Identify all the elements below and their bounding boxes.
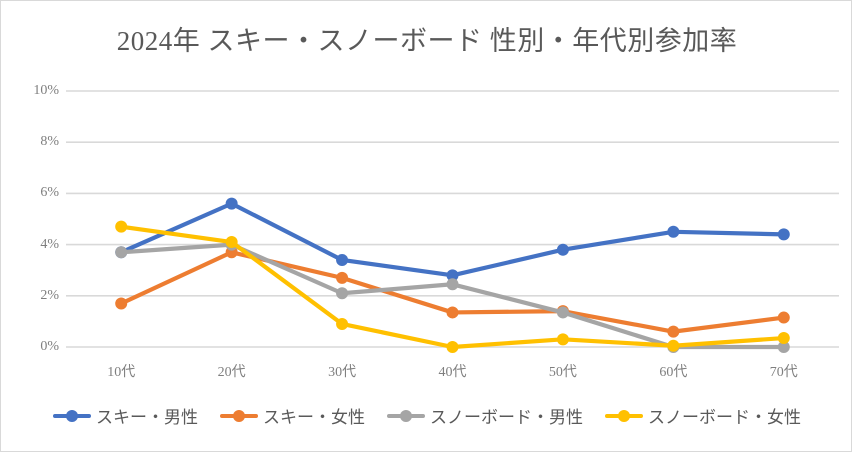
y-tick-label: 4% bbox=[40, 236, 59, 252]
y-tick-label: 2% bbox=[40, 287, 59, 303]
series-1 bbox=[115, 246, 790, 338]
data-point bbox=[446, 278, 459, 291]
legend-label: スキー・男性 bbox=[96, 408, 198, 427]
data-point bbox=[115, 297, 128, 310]
data-point bbox=[777, 228, 790, 241]
data-point bbox=[667, 325, 680, 338]
data-point bbox=[336, 253, 349, 266]
legend-item[interactable]: スキー・女性 bbox=[220, 403, 365, 428]
data-point bbox=[777, 332, 790, 345]
y-tick-label: 10% bbox=[33, 83, 59, 98]
data-point bbox=[667, 339, 680, 352]
legend-marker-icon bbox=[605, 409, 643, 423]
legend-label: スキー・女性 bbox=[263, 408, 365, 427]
data-point bbox=[446, 341, 459, 353]
legend-item[interactable]: スキー・男性 bbox=[53, 403, 198, 428]
legend-marker-icon bbox=[220, 409, 258, 423]
data-point bbox=[225, 236, 238, 249]
legend-dot bbox=[66, 409, 78, 422]
x-tick-label: 70代 bbox=[769, 365, 798, 380]
data-point bbox=[115, 220, 128, 233]
y-tick-label: 8% bbox=[40, 134, 59, 150]
x-tick-label: 30代 bbox=[328, 365, 357, 380]
chart-legend: スキー・男性 スキー・女性 スノーボード・男性 スノーボード・女性 bbox=[1, 403, 851, 428]
x-tick-label: 40代 bbox=[438, 365, 467, 380]
series-3 bbox=[115, 220, 790, 353]
data-point bbox=[556, 243, 569, 256]
legend-item[interactable]: スノーボード・男性 bbox=[387, 403, 583, 428]
legend-marker-icon bbox=[53, 409, 91, 423]
data-point bbox=[556, 306, 569, 319]
data-point bbox=[777, 311, 790, 324]
x-tick-label: 60代 bbox=[659, 365, 688, 380]
legend-label: スノーボード・女性 bbox=[648, 408, 801, 427]
legend-dot bbox=[400, 409, 412, 422]
x-tick-label: 50代 bbox=[548, 365, 577, 380]
y-axis: 0% 2% 4% 6% 8% 10% bbox=[1, 1, 59, 451]
series-line bbox=[119, 250, 786, 334]
legend-label: スノーボード・男性 bbox=[430, 408, 583, 427]
data-point bbox=[446, 269, 459, 282]
data-point bbox=[556, 333, 569, 346]
series-layer bbox=[115, 197, 790, 353]
legend-item[interactable]: スノーボード・女性 bbox=[605, 403, 801, 428]
y-tick-label: 6% bbox=[40, 185, 59, 201]
legend-dot bbox=[233, 409, 245, 422]
data-point bbox=[777, 341, 790, 353]
data-point bbox=[115, 246, 128, 259]
x-tick-label: 10代 bbox=[107, 365, 136, 380]
legend-marker-icon bbox=[387, 409, 425, 423]
chart-title: 2024年 スキー・スノーボード 性別・年代別参加率 bbox=[116, 26, 738, 56]
legend-dot bbox=[618, 409, 630, 422]
data-point bbox=[336, 271, 349, 284]
data-point bbox=[336, 317, 349, 330]
x-tick-label: 20代 bbox=[217, 365, 246, 380]
data-point bbox=[225, 197, 238, 210]
series-0 bbox=[115, 197, 790, 282]
data-point bbox=[667, 225, 680, 238]
data-point bbox=[446, 306, 459, 319]
y-tick-label: 0% bbox=[40, 339, 59, 354]
data-point bbox=[336, 287, 349, 300]
